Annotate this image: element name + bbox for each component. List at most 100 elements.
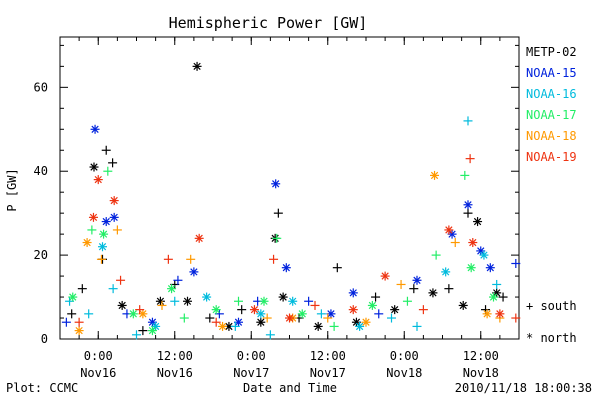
- x-axis-label: Date and Time: [243, 381, 337, 395]
- y-tick-label: 60: [34, 80, 48, 94]
- x-tick-time-label: 12:00: [310, 349, 346, 363]
- south-point-noaa-17: [272, 233, 282, 243]
- north-point-noaa-17: [128, 309, 138, 319]
- north-point-noaa-19: [93, 175, 103, 185]
- north-point-noaa-19: [109, 196, 119, 206]
- north-point-noaa-15: [234, 317, 243, 327]
- north-point-noaa-19: [468, 238, 478, 248]
- north-point-noaa-17: [68, 292, 78, 302]
- north-point-noaa-16: [256, 309, 266, 319]
- legend-entry-noaa-17: NOAA-17: [526, 108, 577, 122]
- south-point-noaa-15: [511, 259, 521, 268]
- south-point-noaa-16: [84, 309, 94, 319]
- legend: METP-02 NOAA-15 NOAA-16 NOAA-17 NOAA-18 NOAA-…: [526, 45, 577, 164]
- north-point-noaa-19: [88, 212, 98, 222]
- north-point-noaa-17: [99, 229, 109, 239]
- north-point-noaa-15: [348, 288, 358, 298]
- south-point-metp-02: [273, 208, 283, 218]
- south-point-noaa-18: [323, 313, 333, 323]
- legend-entry-metp-02: METP-02: [526, 45, 577, 59]
- south-point-noaa-19: [465, 154, 475, 164]
- north-point-noaa-19: [444, 225, 454, 235]
- south-point-noaa-16: [492, 279, 502, 289]
- x-tick-time-label: 12:00: [157, 349, 193, 363]
- south-point-metp-02: [101, 145, 111, 155]
- north-point-metp-02: [390, 305, 400, 315]
- north-point-noaa-18: [218, 321, 228, 331]
- north-point-noaa-17: [147, 326, 157, 336]
- north-point-noaa-15: [447, 229, 457, 239]
- south-point-noaa-16: [463, 116, 473, 126]
- south-point-noaa-19: [163, 254, 173, 264]
- south-point-noaa-15: [374, 309, 384, 319]
- north-point-noaa-16: [98, 242, 107, 252]
- north-point-noaa-15: [476, 246, 486, 256]
- south-point-noaa-17: [431, 250, 441, 260]
- x-tick-time-label: 12:00: [463, 349, 499, 363]
- north-point-noaa-16: [479, 250, 489, 260]
- south-point-noaa-17: [103, 166, 113, 176]
- south-point-metp-02: [463, 208, 473, 218]
- x-tick-day-label: Nov17: [310, 366, 346, 380]
- north-point-noaa-16: [441, 267, 451, 277]
- x-axis: 0:00 Nov16 12:00 Nov16 0:00 Nov17 12:00 Nov17 0:…: [59, 37, 520, 380]
- south-point-metp-02: [77, 284, 87, 294]
- south-point-noaa-19: [269, 254, 279, 264]
- north-point-noaa-19: [194, 233, 204, 243]
- north-point-noaa-17: [489, 292, 498, 302]
- north-point-noaa-18: [482, 309, 492, 319]
- footer-credit: Plot: CCMC: [6, 381, 78, 395]
- north-point-noaa-17: [297, 309, 307, 319]
- north-point-metp-02: [278, 292, 288, 302]
- x-tick-time-label: 0:00: [237, 349, 266, 363]
- y-tick-label: 40: [34, 164, 48, 178]
- north-point-noaa-19: [380, 271, 390, 281]
- north-point-noaa-16: [202, 292, 212, 302]
- legend-entry-noaa-16: NOAA-16: [526, 87, 577, 101]
- north-point-noaa-17: [367, 300, 377, 310]
- north-point-noaa-17: [211, 305, 221, 315]
- plot-frame: [59, 36, 520, 340]
- north-point-noaa-15: [109, 212, 119, 222]
- y-axis-label: P [GW]: [5, 168, 19, 211]
- y-axis: 0 20 40 60: [34, 44, 519, 346]
- south-point-noaa-16: [265, 330, 275, 340]
- x-tick-day-label: Nov18: [463, 366, 499, 380]
- north-point-noaa-15: [271, 179, 281, 189]
- north-point-metp-02: [256, 317, 266, 327]
- north-point-noaa-16: [355, 321, 365, 331]
- south-point-noaa-15: [61, 317, 71, 327]
- north-point-noaa-15: [412, 275, 422, 285]
- north-point-noaa-18: [138, 309, 148, 319]
- south-point-noaa-19: [418, 305, 428, 315]
- south-point-noaa-17: [402, 296, 412, 306]
- x-tick-day-label: Nov18: [386, 366, 422, 380]
- north-point-noaa-19: [249, 305, 259, 315]
- chart-title: Hemispheric Power [GW]: [169, 14, 368, 32]
- north-point-metp-02: [183, 296, 192, 306]
- legend-entry-noaa-19: NOAA-19: [526, 150, 577, 164]
- north-point-noaa-18: [82, 238, 92, 248]
- south-point-noaa-19: [511, 313, 521, 323]
- legend-south-marker: + south: [526, 299, 577, 313]
- x-tick-time-label: 0:00: [84, 349, 113, 363]
- legend-entry-noaa-18: NOAA-18: [526, 129, 577, 143]
- south-point-noaa-18: [396, 279, 406, 289]
- south-point-noaa-17: [87, 225, 97, 235]
- south-point-noaa-16: [387, 313, 396, 323]
- south-point-noaa-17: [179, 313, 189, 323]
- south-point-noaa-18: [262, 313, 272, 323]
- north-point-metp-02: [89, 162, 99, 172]
- south-point-noaa-18: [157, 300, 167, 310]
- south-point-noaa-16: [108, 284, 118, 294]
- south-point-noaa-19: [135, 305, 145, 315]
- south-point-noaa-19: [211, 317, 221, 327]
- south-point-noaa-16: [412, 321, 422, 331]
- south-point-metp-02: [67, 309, 77, 319]
- south-point-noaa-18: [112, 225, 122, 235]
- north-point-metp-02: [473, 217, 483, 227]
- south-point-noaa-17: [460, 170, 470, 180]
- north-point-noaa-19: [495, 309, 505, 319]
- north-point-noaa-15: [90, 124, 100, 134]
- north-point-noaa-17: [259, 296, 269, 306]
